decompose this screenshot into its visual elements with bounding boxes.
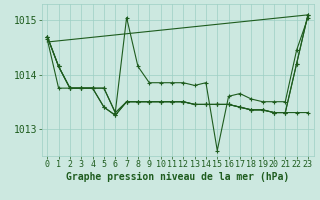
X-axis label: Graphe pression niveau de la mer (hPa): Graphe pression niveau de la mer (hPa) xyxy=(66,172,289,182)
